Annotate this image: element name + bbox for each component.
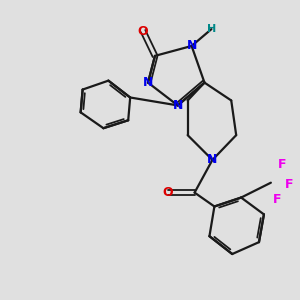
Text: F: F	[273, 193, 281, 206]
Text: N: N	[207, 153, 218, 167]
Text: F: F	[278, 158, 286, 171]
Text: N: N	[186, 40, 197, 52]
Text: F: F	[284, 178, 293, 191]
Text: N: N	[172, 99, 183, 112]
Text: O: O	[138, 25, 148, 38]
Text: O: O	[163, 186, 173, 199]
Text: H: H	[207, 24, 216, 34]
Text: N: N	[143, 76, 153, 89]
